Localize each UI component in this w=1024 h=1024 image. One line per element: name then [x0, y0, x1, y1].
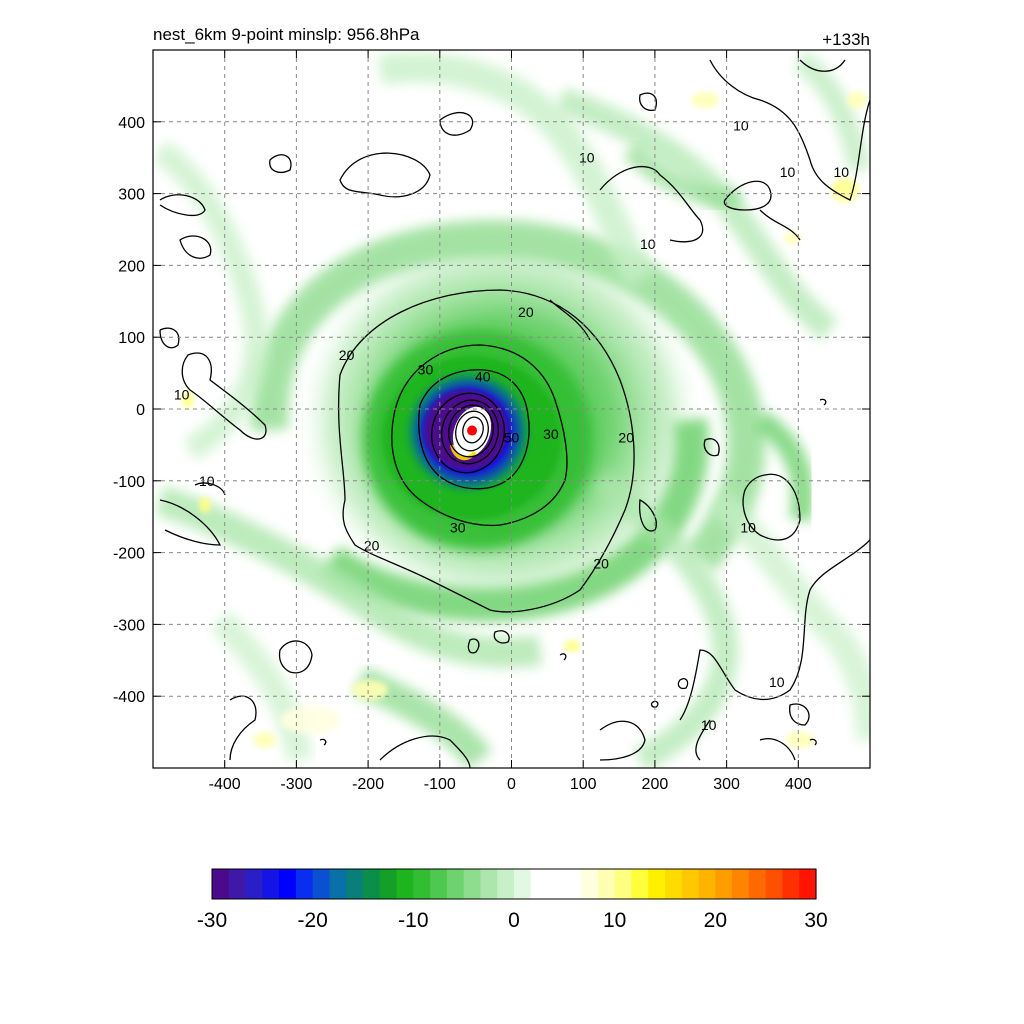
colorbar-swatch: [279, 869, 297, 899]
contour-label: 10: [740, 519, 756, 535]
colorbar-tick-label: -30: [197, 909, 227, 932]
contour-label: 20: [364, 537, 380, 553]
contour-label: 10: [579, 150, 595, 166]
y-tick-label: 400: [118, 115, 145, 132]
x-axis: -400 -300 -200 -100 0 100 200 300 400: [209, 50, 812, 793]
colorbar-tick-label: -10: [398, 909, 428, 932]
colorbar-swatch: [698, 869, 716, 899]
x-tick-label: -400: [209, 776, 241, 793]
colorbar-swatch: [799, 869, 817, 899]
contour-label: 10: [640, 236, 656, 252]
colorbar-swatch: [514, 869, 532, 899]
colorbar-swatch: [547, 869, 565, 899]
colorbar-swatch: [648, 869, 666, 899]
colorbar: -30 -20 -10 0 10 20 30: [197, 868, 828, 932]
contour-label: 20: [339, 347, 355, 363]
contour-label: 10: [769, 674, 785, 690]
contour-label: 10: [174, 387, 190, 403]
colorbar-swatch: [396, 869, 414, 899]
y-tick-label: -300: [113, 617, 145, 634]
colorbar-swatch: [497, 869, 515, 899]
colorbar-swatch: [446, 869, 465, 899]
shaded-field: [153, 50, 870, 768]
colorbar-swatch: [430, 869, 448, 899]
colorbar-swatch: [463, 869, 482, 899]
colorbar-swatch: [346, 869, 364, 899]
colorbar-swatch: [581, 869, 599, 899]
y-tick-label: -100: [113, 474, 145, 491]
colorbar-tick-label: 30: [804, 909, 827, 932]
contour-label: 30: [450, 519, 466, 535]
x-tick-label: 0: [507, 776, 516, 793]
colorbar-swatch: [363, 869, 381, 899]
contour-label: 20: [618, 430, 634, 446]
colorbar-swatch: [262, 869, 280, 899]
colorbar-swatch: [782, 869, 800, 899]
contour-label: 20: [593, 555, 609, 571]
colorbar-frame: [211, 868, 817, 900]
y-tick-label: 300: [118, 187, 145, 204]
contour-label: 20: [518, 304, 534, 320]
colorbar-swatch: [631, 869, 649, 899]
colorbar-swatch: [564, 869, 582, 899]
x-tick-label: 100: [570, 776, 597, 793]
storm-center-marker: [467, 425, 478, 436]
colorbar-swatch: [748, 869, 767, 899]
colorbar-swatch: [329, 869, 347, 899]
colorbar-swatch: [212, 869, 230, 899]
x-tick-label: 400: [785, 776, 812, 793]
chart-title: nest_6km 9-point minslp: 956.8hPa: [153, 25, 420, 44]
x-tick-label: -300: [280, 776, 312, 793]
colorbar-swatch: [480, 869, 498, 899]
y-tick-label: 200: [118, 258, 145, 275]
x-tick-label: -200: [352, 776, 384, 793]
colorbar-swatch: [681, 869, 700, 899]
contour-label: 40: [475, 369, 491, 385]
contour-label: 10: [733, 117, 749, 133]
contour-label: 10: [199, 473, 215, 489]
x-tick-label: 300: [713, 776, 740, 793]
colorbar-swatch: [665, 869, 683, 899]
colorbar-swatch: [715, 869, 733, 899]
contour-label: 30: [543, 426, 559, 442]
y-tick-label: 100: [118, 330, 145, 347]
colorbar-swatch: [530, 869, 549, 899]
y-tick-label: -400: [113, 689, 145, 706]
contour-lines: [159, 59, 870, 768]
x-tick-label: -100: [424, 776, 456, 793]
colorbar-tick-label: 0: [508, 909, 520, 932]
colorbar-swatch: [732, 869, 750, 899]
colorbar-swatch: [379, 869, 398, 899]
y-axis: 400 300 200 100 0 -100 -200 -300 -400: [113, 115, 870, 706]
colorbar-swatch: [413, 869, 431, 899]
colorbar-swatch: [295, 869, 314, 899]
colorbar-swatch: [597, 869, 616, 899]
contour-label: 30: [418, 362, 434, 378]
y-tick-label: -200: [113, 546, 145, 563]
forecast-hour: +133h: [822, 30, 870, 49]
colorbar-tick-label: 20: [704, 909, 727, 932]
contour-label: 10: [701, 717, 717, 733]
colorbar-swatch: [614, 869, 633, 899]
contour-label: 10: [834, 164, 850, 180]
colorbar-tick-label: -20: [297, 909, 327, 932]
contour-label: 10: [780, 164, 796, 180]
x-tick-label: 200: [642, 776, 669, 793]
colorbar-swatch: [228, 869, 247, 899]
colorbar-tick-label: 10: [603, 909, 626, 932]
colorbar-swatch: [312, 869, 331, 899]
y-tick-label: 0: [136, 402, 145, 419]
colorbar-swatch: [245, 869, 263, 899]
colorbar-swatch: [765, 869, 784, 899]
